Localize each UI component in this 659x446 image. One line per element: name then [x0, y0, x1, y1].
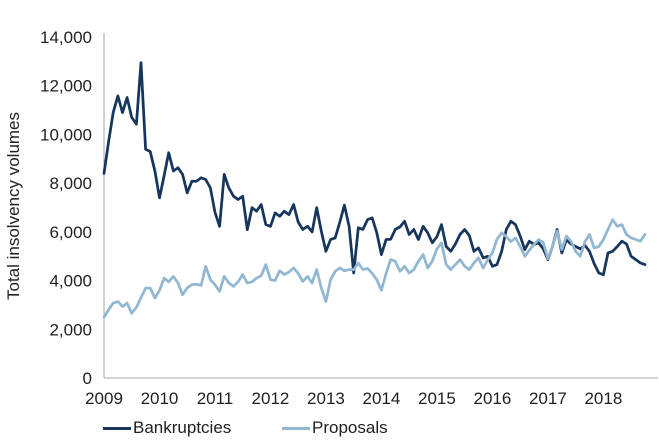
legend-label-proposals: Proposals — [312, 418, 388, 437]
legend-item-bankruptcies: Bankruptcies — [103, 418, 231, 438]
legend-item-proposals: Proposals — [282, 418, 388, 438]
y-tick-label-14000: 14,000 — [40, 28, 92, 47]
bankruptcies-line-marker-icon — [103, 426, 131, 430]
y-tick-label-12000: 12,000 — [40, 77, 92, 96]
x-tick-label-2011: 2011 — [197, 389, 234, 408]
y-tick-label-0: 0 — [83, 369, 92, 388]
x-tick-label-2012: 2012 — [252, 389, 290, 408]
y-tick-label-4000: 4,000 — [49, 272, 92, 291]
x-tick-label-2015: 2015 — [418, 389, 456, 408]
proposals-line-marker-icon — [282, 426, 310, 430]
y-tick-label-8000: 8,000 — [49, 174, 92, 193]
y-tick-label-10000: 10,000 — [40, 125, 92, 144]
legend-label-bankruptcies: Bankruptcies — [133, 418, 232, 437]
x-tick-label-2009: 2009 — [85, 389, 123, 408]
x-tick-label-2014: 2014 — [363, 389, 401, 408]
x-tick-label-2017: 2017 — [529, 389, 567, 408]
x-tick-label-2016: 2016 — [473, 389, 511, 408]
series-line-proposals — [102, 218, 647, 319]
legend: Bankruptcies Proposals — [0, 418, 659, 438]
y-axis-title: Total insolvency volumes — [4, 111, 23, 301]
x-tick-label-2010: 2010 — [141, 389, 179, 408]
y-tick-label-2000: 2,000 — [49, 320, 92, 339]
x-tick-label-2018: 2018 — [584, 389, 622, 408]
y-tick-label-6000: 6,000 — [49, 223, 92, 242]
x-tick-label-2013: 2013 — [307, 389, 345, 408]
